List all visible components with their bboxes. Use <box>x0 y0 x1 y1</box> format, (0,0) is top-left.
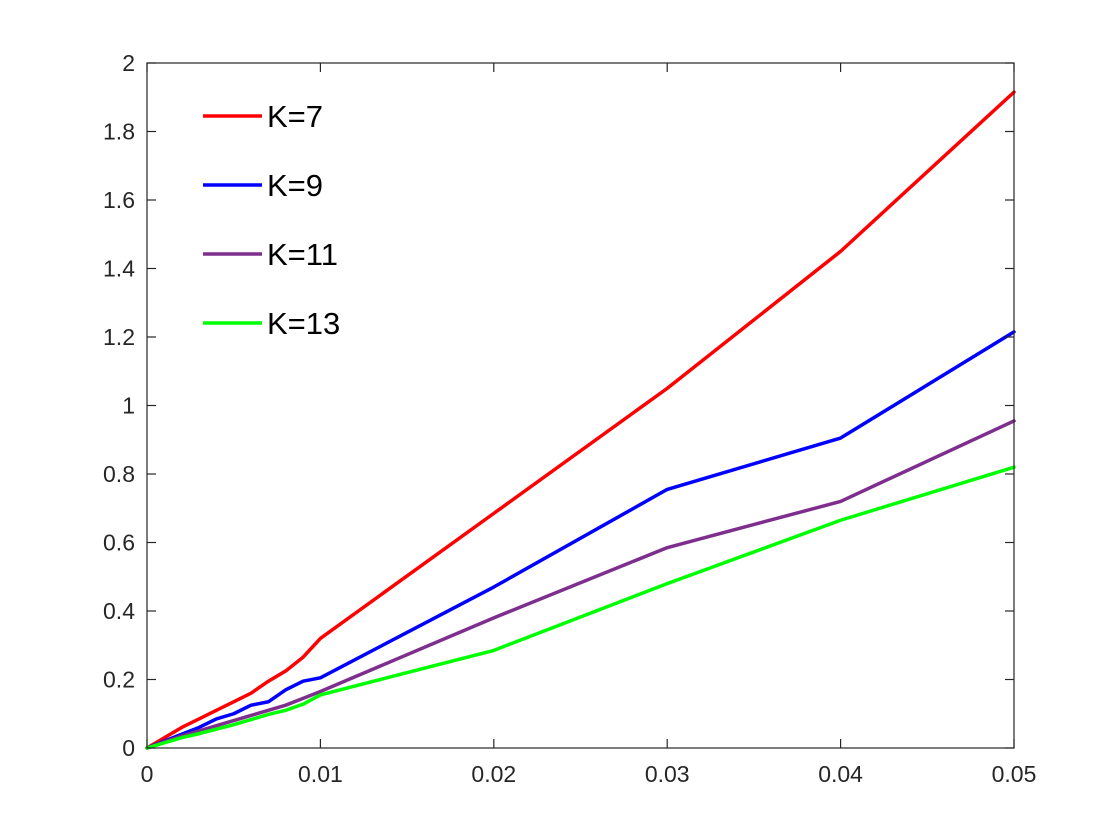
legend-label-3: K=13 <box>267 306 340 341</box>
legend: K=7 K=9 K=11 K=13 <box>203 99 340 341</box>
x-tick-label: 0.02 <box>471 761 516 787</box>
x-tick-label: 0.03 <box>645 761 690 787</box>
y-tick-label: 1.4 <box>103 256 135 282</box>
series-layer <box>145 90 1016 750</box>
series-line-0 <box>145 90 1016 750</box>
x-tick-label: 0.04 <box>818 761 863 787</box>
series-line-1 <box>145 330 1016 750</box>
plot-background <box>147 63 1014 748</box>
axis-layer: 0 0.01 0.02 0.03 0.04 0.05 0 0.2 0.4 0.6 0.8 1 1.2 1.… <box>103 50 1036 787</box>
y-tick-label: 0 <box>122 735 135 761</box>
legend-label-0: K=7 <box>267 99 323 134</box>
y-tick-label: 1.2 <box>103 324 135 350</box>
series-line-2 <box>145 419 1016 750</box>
legend-label-1: K=9 <box>267 168 323 203</box>
series-line-3 <box>145 465 1016 750</box>
y-tick-label: 1.6 <box>103 187 135 213</box>
x-tick-label: 0.01 <box>298 761 343 787</box>
x-tick-label: 0.05 <box>992 761 1037 787</box>
x-tick-label: 0 <box>141 761 154 787</box>
legend-label-2: K=11 <box>267 237 338 272</box>
y-tick-label: 2 <box>122 50 135 76</box>
y-tick-label: 0.6 <box>103 530 135 556</box>
y-tick-label: 1 <box>122 393 135 419</box>
y-tick-label: 0.4 <box>103 598 135 624</box>
y-tick-label: 0.8 <box>103 461 135 487</box>
y-tick-label: 1.8 <box>103 119 135 145</box>
y-tick-label: 0.2 <box>103 667 135 693</box>
